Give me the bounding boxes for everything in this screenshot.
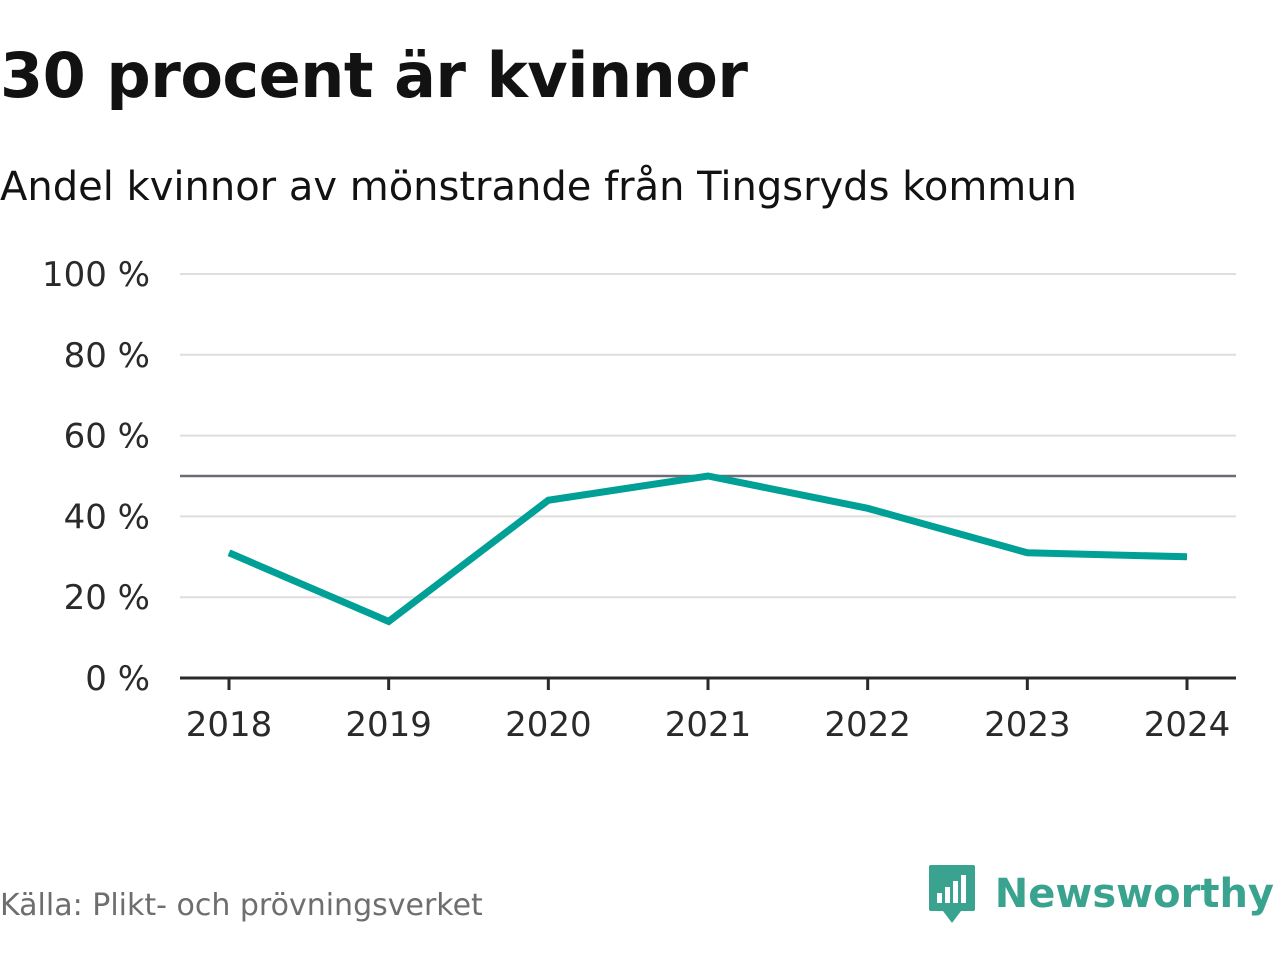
y-tick-label-20: 20 % (64, 578, 150, 618)
x-tick-label-2024: 2024 (1144, 705, 1231, 745)
y-tick-label-60: 60 % (64, 417, 150, 457)
brand-name: Newsworthy (994, 871, 1274, 917)
y-tick-label-80: 80 % (64, 336, 150, 376)
gridlines (180, 273, 1236, 599)
line-chart: 0 % 20 % 40 % 60 % 80 % 100 % 2018 2019 2020 202… (42, 255, 1236, 745)
x-tick-label-2022: 2022 (824, 705, 911, 745)
x-tick-label-2019: 2019 (345, 705, 432, 745)
x-tick-label-2018: 2018 (186, 705, 273, 745)
source-note: Källa: Plikt- och prövningsverket (0, 888, 483, 923)
y-axis-labels: 0 % 20 % 40 % 60 % 80 % 100 % (42, 255, 150, 699)
x-tick-label-2021: 2021 (665, 705, 752, 745)
chart-subtitle: Andel kvinnor av mönstrande från Tingsry… (0, 164, 1077, 210)
series-line-0 (227, 472, 1188, 626)
x-tick-label-2023: 2023 (984, 705, 1071, 745)
brand-logo-group: Newsworthy (927, 862, 1274, 926)
y-tick-label-40: 40 % (64, 497, 150, 537)
series-group (227, 472, 1188, 626)
newsworthy-logo-icon (928, 865, 975, 923)
x-tick-label-2020: 2020 (505, 705, 592, 745)
y-tick-label-0: 0 % (85, 659, 150, 699)
x-axis-labels: 2018 2019 2020 2021 2022 2023 2024 (186, 705, 1231, 745)
x-axis (180, 676, 1236, 690)
chart-title: 30 procent är kvinnor (0, 39, 748, 112)
y-tick-label-100: 100 % (42, 255, 150, 295)
